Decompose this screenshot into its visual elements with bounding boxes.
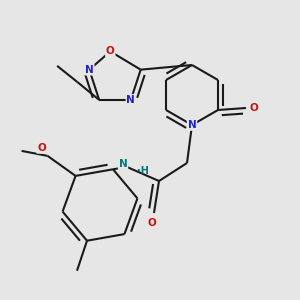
Text: O: O xyxy=(250,103,258,113)
Text: N: N xyxy=(127,95,135,105)
Text: O: O xyxy=(148,218,156,228)
Text: O: O xyxy=(106,46,115,56)
Text: N: N xyxy=(188,120,196,130)
Text: N: N xyxy=(118,159,127,169)
Text: ·H: ·H xyxy=(137,166,149,176)
Text: O: O xyxy=(37,143,46,153)
Text: N: N xyxy=(85,65,94,75)
